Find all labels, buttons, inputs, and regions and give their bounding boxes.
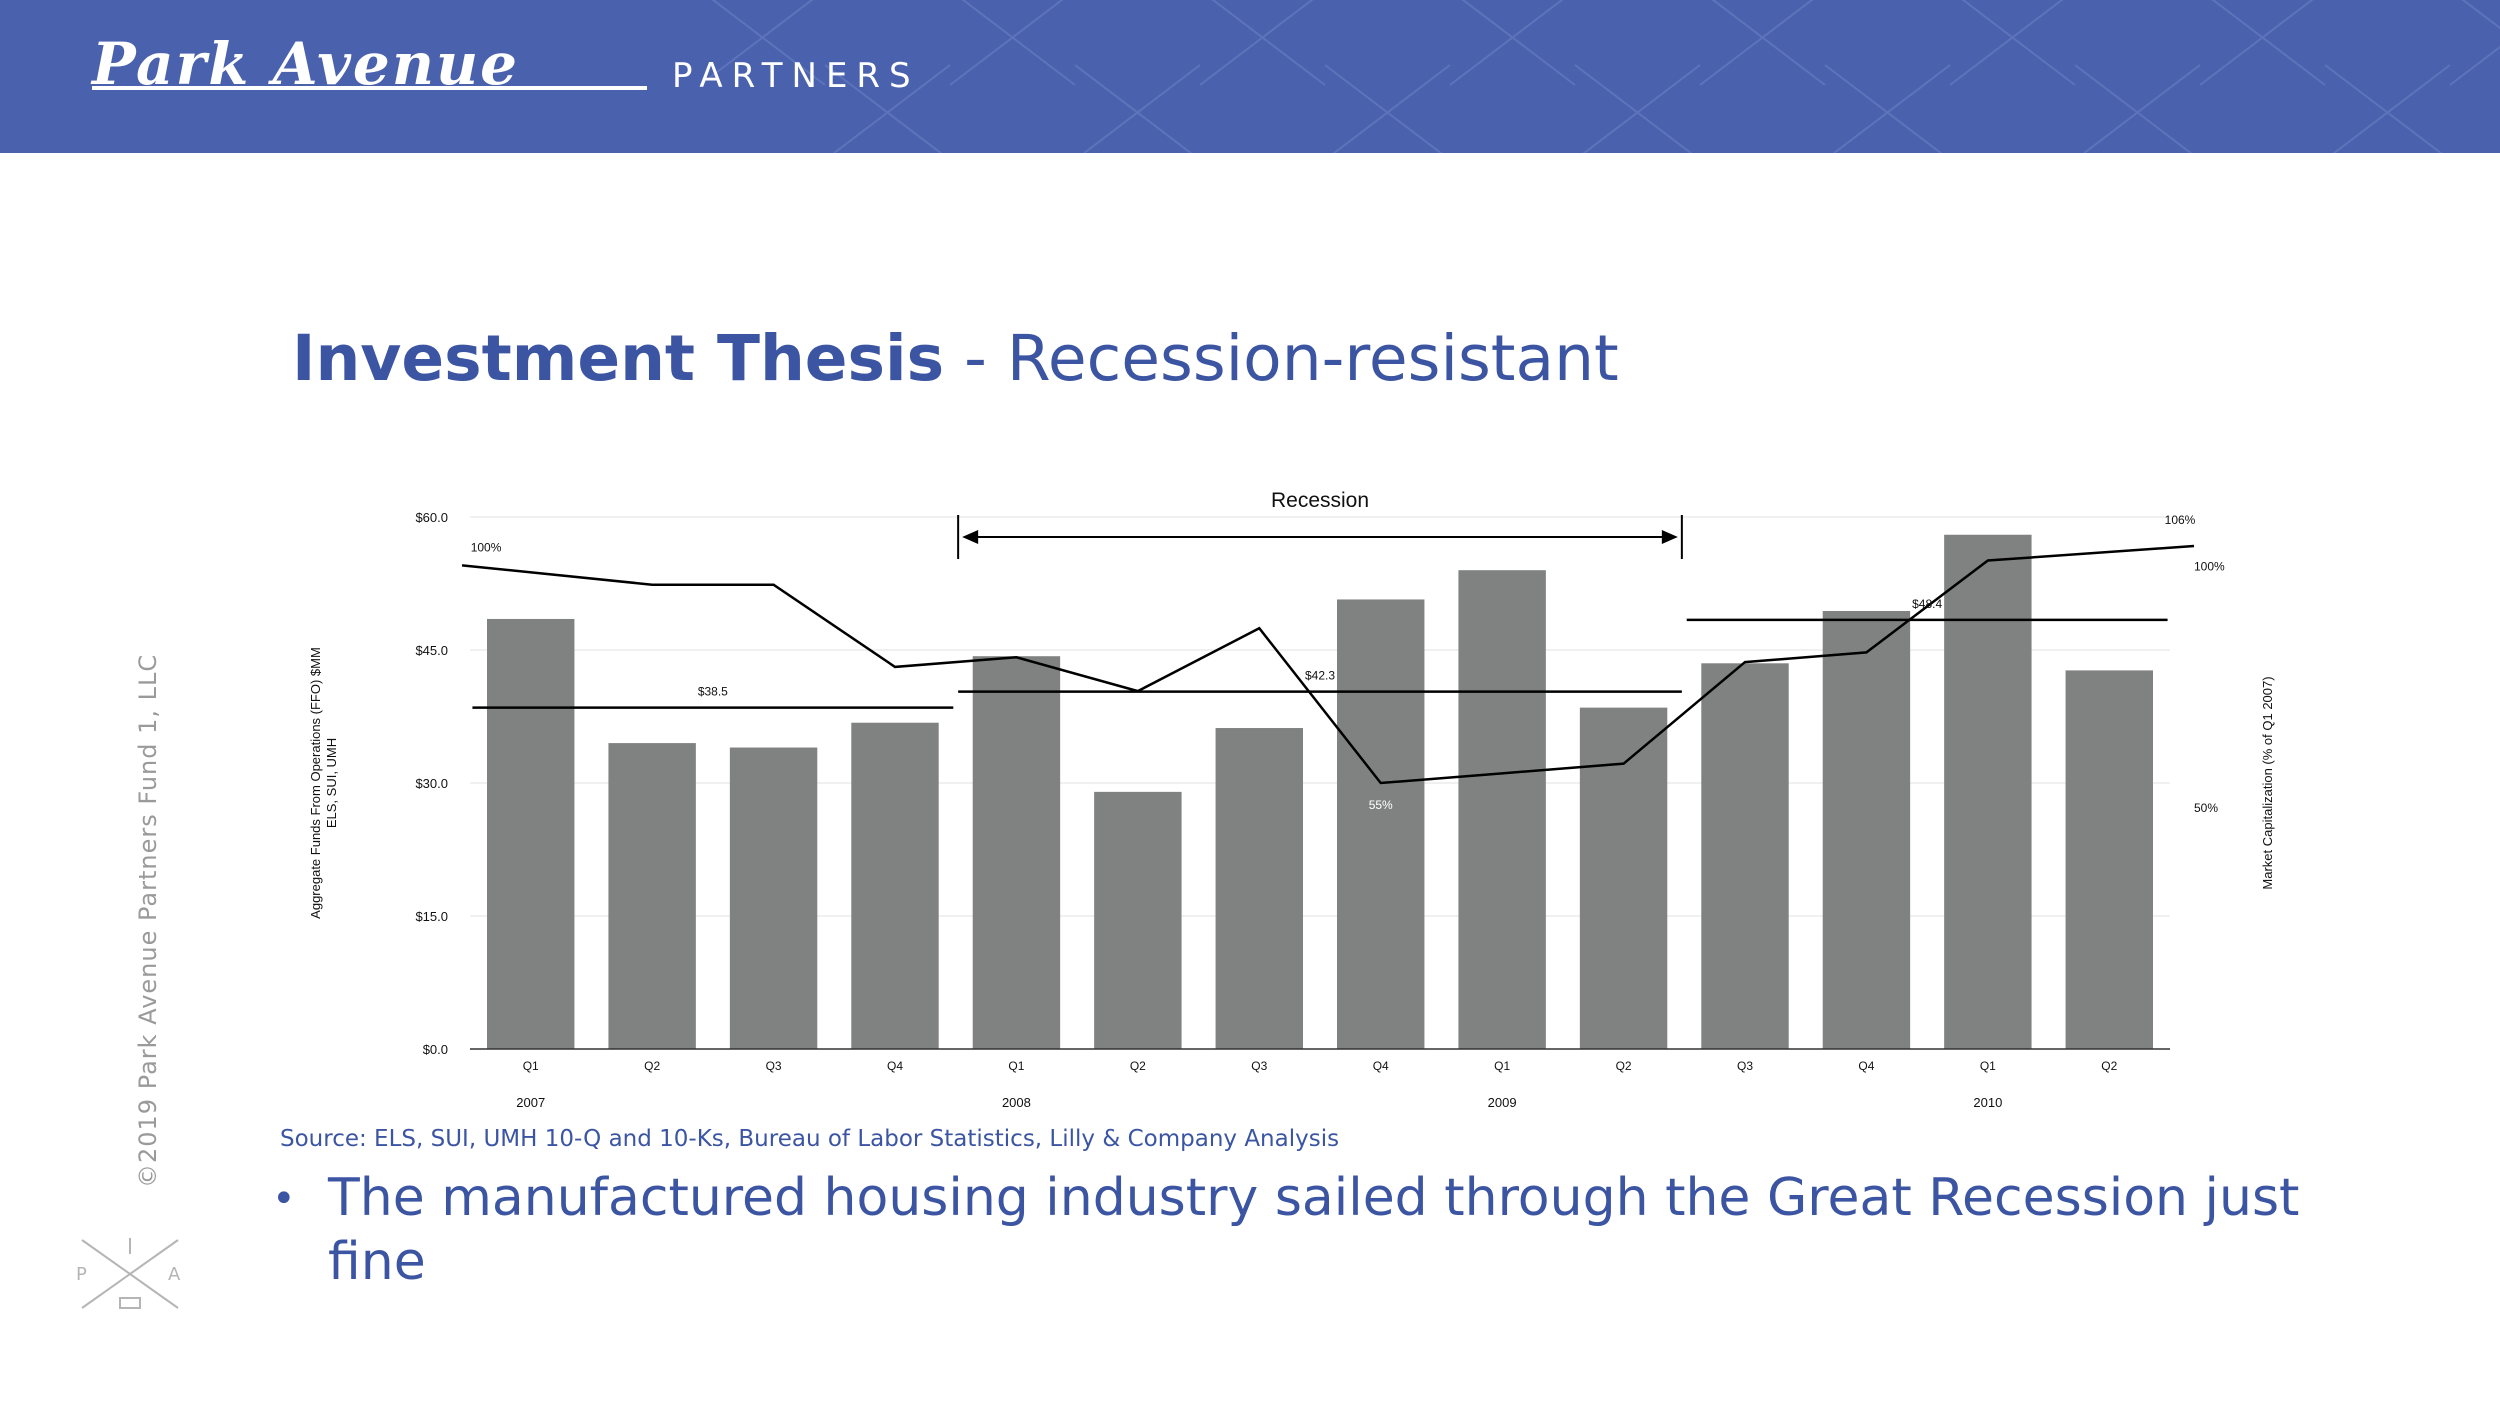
brand-underline <box>92 86 647 90</box>
banner-pattern <box>699 0 2500 153</box>
y-axis-label-line: Aggregate Funds From Operations (FFO) $M… <box>308 647 323 919</box>
pa-monogram-logo: P A <box>76 1238 181 1309</box>
x-tick-label: Q1 <box>523 1059 539 1073</box>
recession-arrow-left-head <box>962 530 979 544</box>
bullet-marker: • <box>272 1176 296 1222</box>
y-tick-label: $0.0 <box>423 1042 448 1057</box>
bar-8 <box>1458 570 1546 1049</box>
bar-13 <box>2065 670 2153 1049</box>
bar-5 <box>1094 791 1182 1049</box>
x-tick-label: Q2 <box>644 1059 660 1073</box>
x-tick-label: Q3 <box>1737 1059 1753 1073</box>
x-tick-label: Q1 <box>1494 1059 1510 1073</box>
slide-title: Investment Thesis - Recession-resistant <box>292 322 1619 395</box>
y-tick-label: $45.0 <box>415 643 448 658</box>
x-tick-label: Q3 <box>766 1059 782 1073</box>
x-tick-label: Q2 <box>1130 1059 1146 1073</box>
average-label: $48.4 <box>1912 597 1942 611</box>
y2-axis-label: Market Capitalization (% of Q1 2007) <box>2260 676 2275 889</box>
y-tick-label: $30.0 <box>415 776 448 791</box>
y-tick-label: $15.0 <box>415 909 448 924</box>
y-axis-label-line: ELS, SUI, UMH <box>324 738 339 828</box>
bar-6 <box>1215 728 1303 1049</box>
source-note: Source: ELS, SUI, UMH 10-Q and 10-Ks, Bu… <box>280 1126 1340 1152</box>
title-bold: Investment Thesis <box>292 322 945 395</box>
bar-11 <box>1822 610 1911 1049</box>
x-tick-label: Q4 <box>1373 1059 1389 1073</box>
bar-0 <box>487 618 575 1049</box>
bar-1 <box>608 743 696 1049</box>
bar-12 <box>1944 534 2032 1049</box>
bar-9 <box>1579 707 1668 1049</box>
x-tick-label: Q1 <box>1980 1059 1996 1073</box>
copyright-notice: ©2019 Park Avenue Partners Fund 1, LLC <box>134 653 162 1188</box>
year-label: 2010 <box>1973 1095 2002 1110</box>
average-label: $38.5 <box>698 685 728 699</box>
bar-2 <box>729 747 818 1049</box>
average-label: $42.3 <box>1305 669 1335 683</box>
x-tick-label: Q4 <box>1858 1059 1874 1073</box>
header-banner: Park Avenue PARTNERS <box>0 0 2500 153</box>
y-tick-label: $60.0 <box>415 510 448 525</box>
y2-tick-label: 50% <box>2194 801 2218 815</box>
year-label: 2008 <box>1002 1095 1031 1110</box>
market-cap-line <box>461 544 2195 785</box>
chart-labels: $0.0 $15.0 $30.0 $45.0 $60.0 Q1 Q2 Q3 Q4 Q1 Q2 Q3 Q4… <box>308 489 2275 1110</box>
bar-7 <box>1337 599 1425 1049</box>
year-label: 2009 <box>1488 1095 1517 1110</box>
bullet-text: The manufactured housing industry sailed… <box>328 1168 2300 1292</box>
bar-10 <box>1701 663 1789 1049</box>
bar-3 <box>851 722 939 1049</box>
ffo-market-cap-chart: $0.0 $15.0 $30.0 $45.0 $60.0 Q1 Q2 Q3 Q4 Q1 Q2 Q3 Q4… <box>308 489 2275 1110</box>
x-tick-label: Q2 <box>1616 1059 1632 1073</box>
year-label: 2007 <box>516 1095 545 1110</box>
chart-annotations <box>957 515 1683 559</box>
title-rest: - Recession-resistant <box>944 322 1619 395</box>
line-value-label: 100% <box>471 540 502 554</box>
recession-label: Recession <box>1271 489 1369 512</box>
line-value-label: 55% <box>1369 798 1393 812</box>
chart-market-cap-line <box>461 544 2195 785</box>
mark-letter-p: P <box>76 1264 87 1285</box>
mark-letter-a: A <box>168 1264 181 1285</box>
x-tick-label: Q2 <box>2101 1059 2117 1073</box>
y-axis-label: Aggregate Funds From Operations (FFO) $M… <box>308 647 339 919</box>
chart-average-lines <box>472 618 2168 709</box>
bar-4 <box>972 656 1061 1049</box>
x-tick-label: Q3 <box>1251 1059 1267 1073</box>
x-tick-label: Q1 <box>1008 1059 1024 1073</box>
brand-partners-label: PARTNERS <box>672 56 920 96</box>
recession-arrow-right-head <box>1661 530 1678 544</box>
line-value-label: 106% <box>2165 513 2196 527</box>
x-tick-label: Q4 <box>887 1059 903 1073</box>
chart-bars <box>487 534 2153 1049</box>
y2-tick-label: 100% <box>2194 559 2225 573</box>
